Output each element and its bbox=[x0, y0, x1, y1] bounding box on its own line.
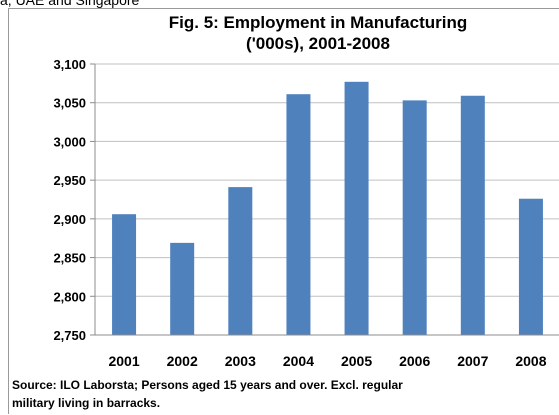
x-tick-label: 2007 bbox=[457, 353, 488, 369]
y-tick-label: 2,850 bbox=[53, 251, 86, 266]
page-top-text: a, UAE and Singapore bbox=[0, 0, 140, 8]
x-tick-label: 2006 bbox=[399, 353, 430, 369]
y-tick-labels: 2,750 2,800 2,850 2,900 2,950 3,000 3,050 3,100 bbox=[53, 57, 86, 343]
bar-2001 bbox=[112, 214, 137, 335]
axes bbox=[90, 63, 559, 336]
x-tick-label: 2001 bbox=[108, 353, 139, 369]
x-tick-label: 2004 bbox=[283, 353, 314, 369]
y-tick-label: 2,950 bbox=[53, 173, 86, 188]
bar-2002 bbox=[170, 242, 195, 335]
x-tick-label: 2005 bbox=[341, 353, 372, 369]
bar-2004 bbox=[286, 94, 311, 335]
x-tick-label: 2002 bbox=[167, 353, 198, 369]
gridlines bbox=[95, 63, 559, 336]
bar-2003 bbox=[228, 187, 253, 335]
bars bbox=[112, 81, 543, 336]
y-tick-label: 3,050 bbox=[53, 96, 86, 111]
y-tick-label: 2,900 bbox=[53, 212, 86, 227]
x-tick-labels: 2001 2002 2003 2004 2005 2006 2007 2008 bbox=[108, 353, 546, 369]
y-tick-label: 2,750 bbox=[53, 328, 86, 343]
bar-2005 bbox=[344, 81, 369, 336]
y-tick-label: 3,100 bbox=[53, 57, 86, 72]
y-tick-label: 3,000 bbox=[53, 134, 86, 149]
chart-title-line-1: Fig. 5: Employment in Manufacturing bbox=[169, 13, 467, 32]
x-tick-label: 2008 bbox=[515, 353, 546, 369]
source-note-line-1: Source: ILO Laborsta; Persons aged 15 ye… bbox=[12, 378, 403, 392]
chart-title-line-2: ('000s), 2001-2008 bbox=[246, 34, 390, 53]
y-tick-label: 2,800 bbox=[53, 289, 86, 304]
bar-2006 bbox=[402, 100, 427, 336]
employment-chart: 2,750 2,800 2,850 2,900 2,950 3,000 3,050 3,100… bbox=[12, 13, 559, 410]
chart-frame: 2,750 2,800 2,850 2,900 2,950 3,000 3,050 3,100… bbox=[8, 8, 559, 414]
source-note-line-2: military living in barracks. bbox=[12, 396, 160, 410]
x-tick-label: 2003 bbox=[225, 353, 256, 369]
bar-2007 bbox=[460, 95, 485, 335]
bar-2008 bbox=[518, 198, 543, 335]
